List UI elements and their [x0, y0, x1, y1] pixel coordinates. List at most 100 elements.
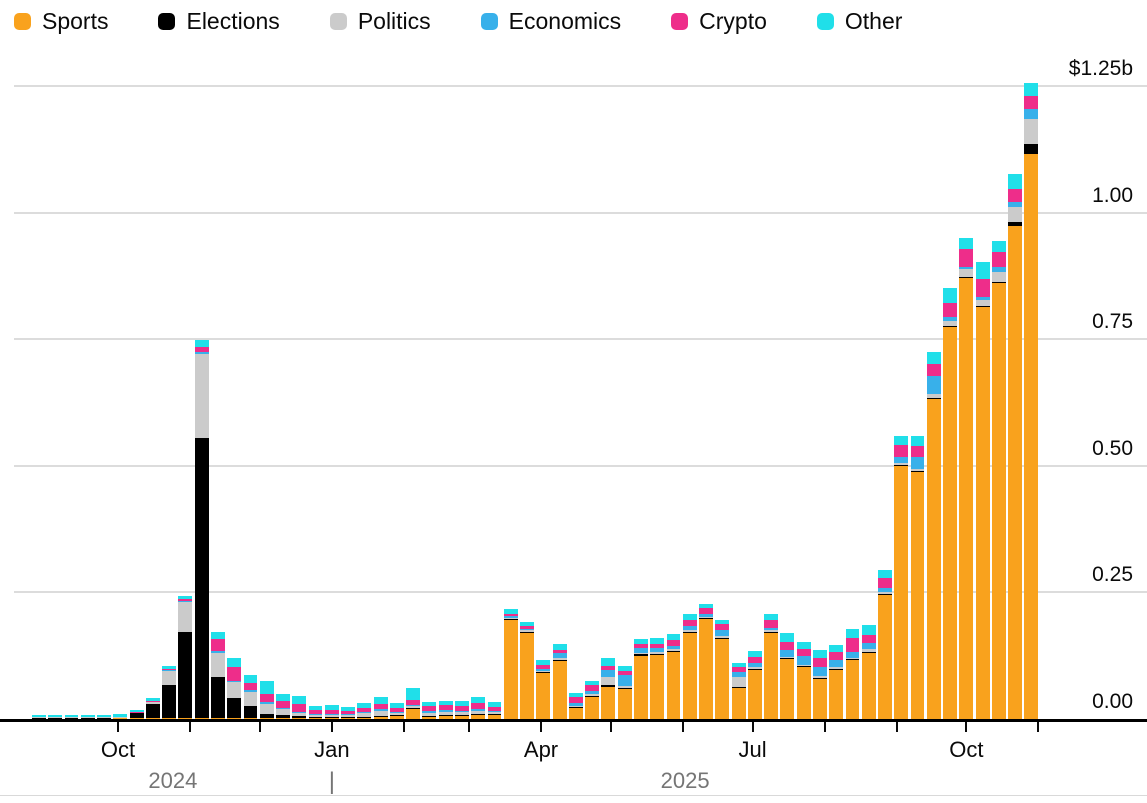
bar-week-2025-10-19 [1008, 174, 1023, 719]
bar-week-2025-07-20 [796, 641, 811, 719]
bar-segment-sports [389, 715, 404, 719]
chart-legend: Sports Elections Politics Economics Crypto Ot… [14, 10, 902, 33]
bar-week-2024-12-29 [324, 705, 339, 719]
bar-segment-crypto [585, 685, 600, 692]
bar-segment-sports [276, 717, 290, 719]
bar-week-2025-10-26 [1024, 82, 1039, 719]
bar-segment-elections [373, 715, 388, 717]
bar-segment-elections [975, 305, 990, 307]
bar-segment-crypto [276, 700, 290, 708]
bar-week-2024-12-08 [276, 693, 290, 719]
bar-segment-politics [699, 616, 713, 619]
bar-segment-sports [943, 326, 957, 719]
bar-segment-crypto [747, 657, 762, 664]
bar-segment-politics [243, 691, 258, 706]
bar-segment-economics [145, 701, 160, 702]
bar-segment-economics [666, 646, 681, 650]
bar-segment-economics [194, 351, 209, 355]
bar-segment-sports [341, 718, 356, 719]
bar-segment-politics [113, 716, 128, 718]
bar-segment-economics [796, 655, 811, 665]
bar-segment-other [471, 697, 486, 704]
bar-segment-sports [194, 717, 209, 719]
bar-week-2025-05-11 [633, 638, 648, 719]
bar-segment-other [292, 696, 307, 704]
bar-segment-politics [503, 617, 518, 620]
bar-segment-crypto [406, 700, 421, 706]
bar-week-2024-10-13 [145, 697, 160, 719]
bar-segment-other [162, 666, 177, 669]
bar-week-2025-07-13 [780, 633, 795, 719]
bar-segment-politics [926, 394, 941, 399]
bar-segment-elections [487, 714, 502, 715]
bar-segment-elections [699, 618, 713, 619]
bar-segment-sports [991, 282, 1006, 719]
month-label-apr: Apr [523, 737, 559, 762]
bar-segment-elections [1008, 221, 1023, 226]
bar-segment-sports [829, 669, 844, 719]
bar-segment-other [764, 614, 779, 621]
bar-segment-elections [926, 398, 941, 399]
bar-segment-sports [373, 716, 388, 719]
bar-segment-politics [666, 649, 681, 652]
bar-segment-sports [796, 666, 811, 719]
bar-segment-sports [894, 465, 909, 719]
bar-segment-economics [422, 711, 437, 713]
legend-item-sports: Sports [14, 10, 108, 33]
bar-segment-crypto [910, 446, 925, 458]
bar-segment-crypto [699, 608, 713, 615]
bar-segment-other [389, 702, 404, 708]
bar-segment-elections [406, 708, 421, 709]
bar-segment-other [276, 693, 290, 701]
bar-segment-crypto [308, 710, 323, 715]
bar-segment-politics [829, 667, 844, 670]
elections-swatch-icon [158, 13, 176, 30]
bar-segment-economics [894, 456, 909, 463]
bar-segment-sports [210, 717, 225, 719]
bar-week-2025-05-25 [666, 634, 681, 719]
bar-segment-elections [780, 658, 795, 659]
bar-segment-crypto [341, 711, 356, 715]
bar-segment-other [48, 714, 63, 718]
bar-segment-politics [910, 469, 925, 471]
bar-week-2025-02-16 [438, 700, 453, 719]
bar-week-2025-03-02 [471, 697, 486, 719]
bar-segment-politics [80, 717, 95, 718]
bar-week-2025-09-21 [943, 288, 957, 719]
bar-segment-politics [292, 712, 307, 716]
bar-segment-elections [861, 652, 876, 653]
bar-segment-crypto [243, 682, 258, 691]
bar-segment-crypto [943, 303, 957, 318]
bar-segment-economics [243, 690, 258, 692]
month-tick-2024-12-01 [258, 722, 261, 732]
bar-segment-economics [633, 647, 648, 653]
bar-segment-elections [292, 715, 307, 718]
bar-segment-sports [243, 717, 258, 719]
bar-segment-elections [617, 687, 632, 689]
y-axis-label: $1.25b [1068, 57, 1133, 80]
bar-segment-sports [1024, 154, 1039, 719]
bar-segment-crypto [373, 704, 388, 710]
bar-segment-other [194, 340, 209, 347]
bar-week-2025-10-12 [991, 241, 1006, 719]
bar-segment-sports [633, 655, 648, 719]
bar-segment-sports [64, 718, 79, 719]
month-tick-2025-02-01 [402, 722, 405, 732]
legend-label: Politics [357, 8, 431, 34]
bar-segment-elections [341, 717, 356, 719]
bar-week-2024-10-27 [178, 595, 193, 719]
bar-segment-politics [601, 677, 616, 686]
bar-segment-economics [438, 710, 453, 712]
bar-week-2025-03-23 [520, 621, 534, 719]
bar-segment-other [959, 238, 974, 249]
bar-segment-politics [48, 717, 63, 718]
legend-label: Sports [42, 8, 109, 34]
bar-segment-crypto [1024, 96, 1039, 110]
bar-segment-sports [568, 707, 583, 719]
bar-segment-sports [878, 594, 892, 719]
bar-week-2024-10-06 [129, 709, 144, 719]
y-axis-label: 1.00 [1092, 183, 1133, 207]
bar-segment-elections [357, 716, 372, 718]
bar-segment-politics [471, 710, 486, 715]
bar-segment-crypto [438, 704, 453, 711]
